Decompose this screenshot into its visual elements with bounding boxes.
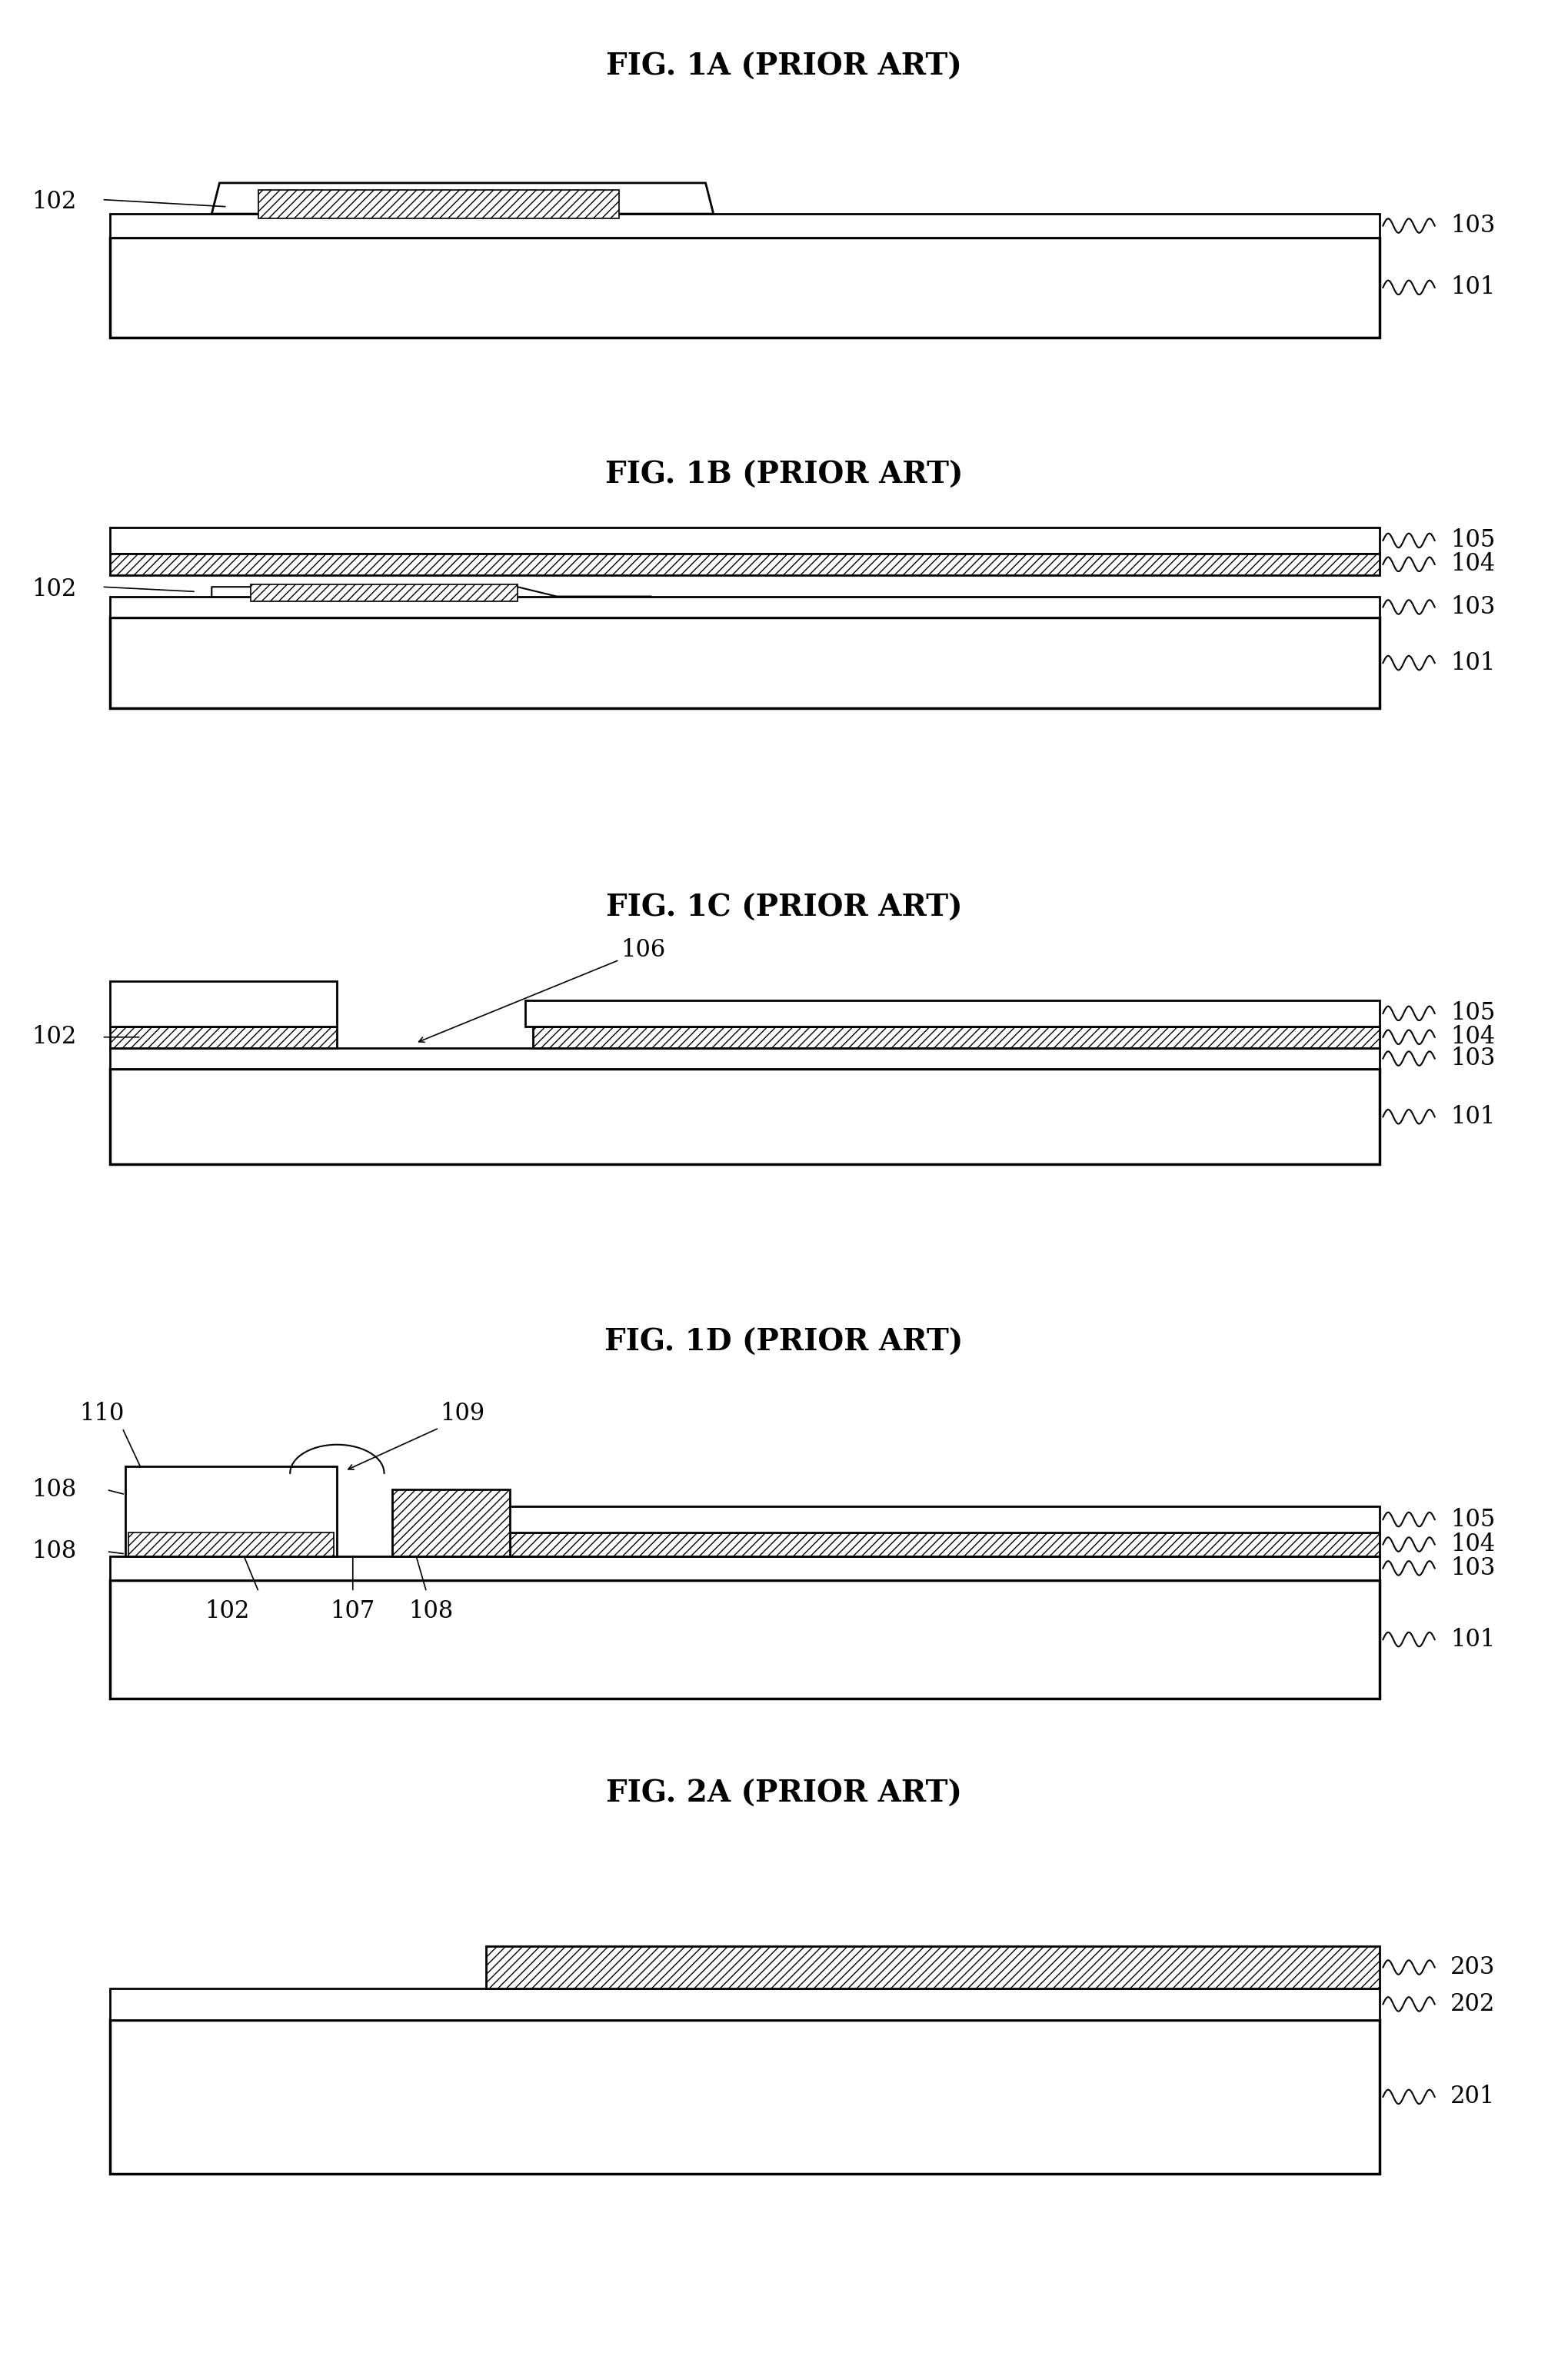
Bar (110, 1556, 1380, 1580)
Bar (110, 2020, 1380, 2174)
Text: 101: 101 (1450, 1105, 1496, 1129)
Text: 104: 104 (1450, 551, 1496, 577)
Bar (110, 596, 1380, 618)
Text: 102: 102 (31, 577, 77, 601)
Bar (110, 554, 1380, 575)
Text: FIG. 1D (PRIOR ART): FIG. 1D (PRIOR ART) (605, 1328, 963, 1357)
Text: 108: 108 (409, 1599, 453, 1623)
Text: 103: 103 (1450, 1556, 1496, 1580)
Bar (110, 1580, 1380, 1699)
Bar (110, 527, 1380, 554)
Bar (110, 1026, 337, 1048)
Text: 104: 104 (1450, 1024, 1496, 1050)
Text: 103: 103 (1450, 1045, 1496, 1072)
Text: 107: 107 (331, 1599, 375, 1623)
Text: 108: 108 (31, 1540, 77, 1563)
Text: FIG. 1A (PRIOR ART): FIG. 1A (PRIOR ART) (605, 52, 963, 81)
Bar (110, 1989, 1380, 2020)
Bar (110, 214, 1380, 238)
Text: 102: 102 (31, 1024, 77, 1050)
Text: 105: 105 (1450, 1506, 1496, 1533)
Bar (392, 1490, 510, 1556)
Bar (525, 1000, 1380, 1026)
Bar (110, 1048, 1380, 1069)
Text: 102: 102 (31, 190, 77, 214)
Text: 103: 103 (1450, 214, 1496, 238)
Text: FIG. 1C (PRIOR ART): FIG. 1C (PRIOR ART) (605, 893, 963, 922)
Bar (129, 1533, 334, 1556)
Text: 101: 101 (1450, 651, 1496, 675)
Bar (510, 1533, 1380, 1556)
Text: 108: 108 (31, 1478, 77, 1502)
Text: 203: 203 (1450, 1955, 1496, 1979)
Text: FIG. 1B (PRIOR ART): FIG. 1B (PRIOR ART) (605, 461, 963, 489)
Bar (533, 1026, 1380, 1048)
Text: 103: 103 (1450, 594, 1496, 620)
Text: 104: 104 (1450, 1533, 1496, 1556)
Bar (251, 584, 517, 601)
Polygon shape (212, 183, 713, 214)
Text: 105: 105 (1450, 527, 1496, 554)
Bar (497, 1506, 1380, 1533)
Text: 106: 106 (621, 939, 665, 962)
Bar (125, 1466, 337, 1556)
Bar (486, 1946, 1380, 1989)
Text: 202: 202 (1450, 1991, 1496, 2017)
Text: 101: 101 (1450, 276, 1496, 299)
Text: FIG. 2A (PRIOR ART): FIG. 2A (PRIOR ART) (605, 1780, 963, 1808)
Text: 105: 105 (1450, 1000, 1496, 1026)
Text: 101: 101 (1450, 1628, 1496, 1651)
Bar (110, 238, 1380, 337)
Text: 110: 110 (80, 1402, 124, 1426)
Bar (110, 618, 1380, 708)
Text: 201: 201 (1450, 2084, 1496, 2110)
Bar (259, 190, 619, 219)
Text: 102: 102 (205, 1599, 249, 1623)
Bar (110, 1069, 1380, 1164)
Text: 109: 109 (441, 1402, 485, 1426)
Bar (110, 981, 337, 1026)
